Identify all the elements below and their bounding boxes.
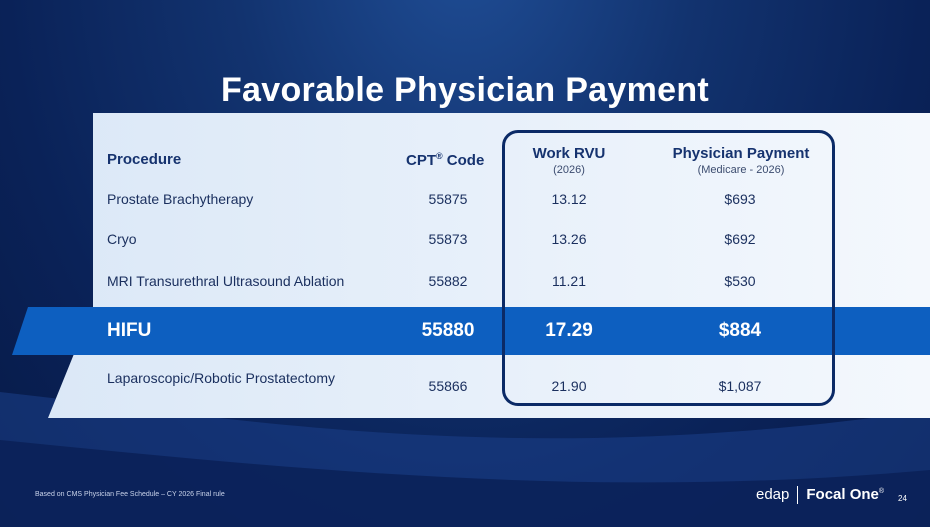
header-cpt-code: CPT® Code xyxy=(406,151,485,169)
header-physician-payment-sub: (Medicare - 2026) xyxy=(697,164,785,176)
row-payment-hifu: $884 xyxy=(718,320,762,341)
row-rvu: 13.12 xyxy=(551,191,587,207)
row-rvu: 11.21 xyxy=(552,273,586,289)
logo-trademark: ® xyxy=(878,488,885,495)
logo-edap: edap xyxy=(756,486,790,503)
row-cpt: 55873 xyxy=(428,231,468,247)
row-payment: $1,087 xyxy=(718,378,762,394)
logo-divider xyxy=(797,486,799,505)
row-rvu-hifu: 17.29 xyxy=(545,320,593,341)
company-logo: edap Focal One® xyxy=(756,486,885,505)
row-procedure-hifu: HIFU xyxy=(107,320,152,341)
row-cpt-hifu: 55880 xyxy=(421,320,475,341)
row-procedure: Laparoscopic/Robotic Prostatectomy xyxy=(107,370,335,386)
page-title: Favorable Physician Payment xyxy=(220,70,710,109)
header-work-rvu: Work RVU xyxy=(532,145,606,162)
row-payment: $530 xyxy=(724,273,756,289)
highlight-frame xyxy=(502,130,835,406)
row-rvu: 21.90 xyxy=(551,378,587,394)
logo-focal-one: Focal One xyxy=(806,486,879,503)
row-procedure: Prostate Brachytherapy xyxy=(107,191,254,207)
row-cpt: 55875 xyxy=(428,191,468,207)
row-payment: $692 xyxy=(724,231,756,247)
row-procedure: Cryo xyxy=(107,231,137,247)
footnote: Based on CMS Physician Fee Schedule – CY… xyxy=(35,491,225,498)
row-cpt: 55866 xyxy=(428,378,468,394)
page-number: 24 xyxy=(898,494,907,503)
header-procedure: Procedure xyxy=(107,151,182,168)
row-payment: $693 xyxy=(724,191,756,207)
row-cpt: 55882 xyxy=(428,273,468,289)
hifu-row-band xyxy=(12,307,930,355)
header-work-rvu-sub: (2026) xyxy=(553,164,585,176)
header-physician-payment: Physician Payment xyxy=(672,145,810,162)
row-procedure: MRI Transurethral Ultrasound Ablation xyxy=(107,273,345,289)
row-rvu: 13.26 xyxy=(551,231,587,247)
